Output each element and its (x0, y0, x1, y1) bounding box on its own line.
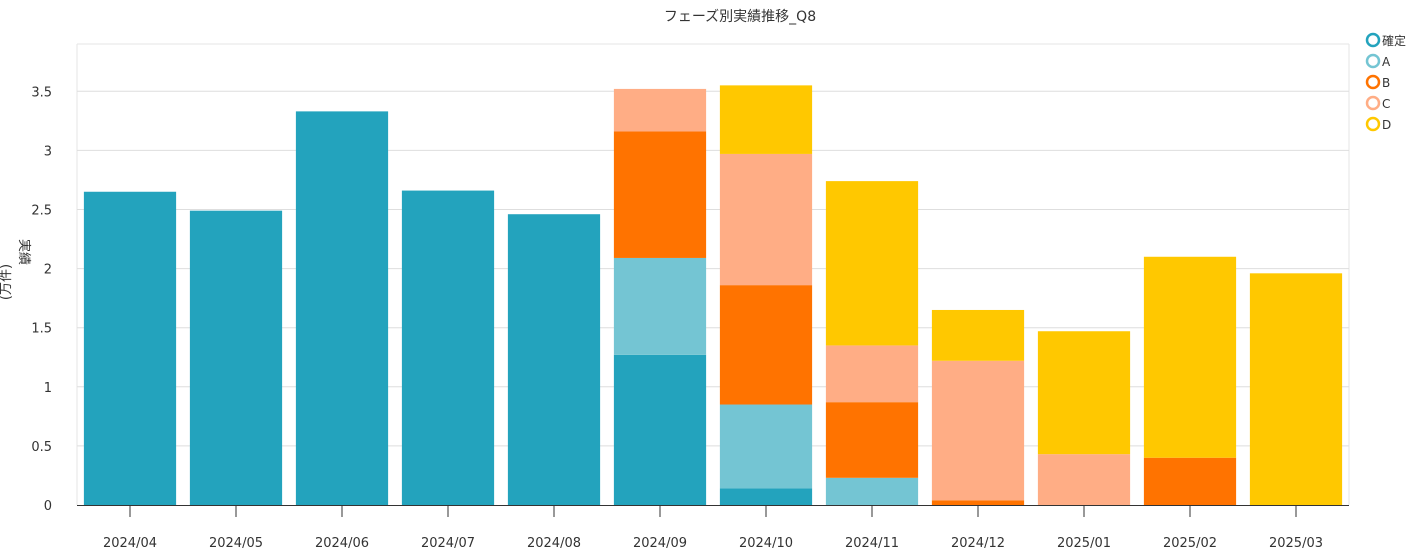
x-tick-label: 2025/03 (1269, 536, 1323, 551)
y-tick-label: 0.5 (31, 440, 52, 455)
x-tick-label: 2024/10 (739, 536, 793, 551)
legend-marker[interactable] (1365, 74, 1381, 90)
legend-item[interactable]: A (1365, 53, 1391, 69)
legend-marker[interactable] (1365, 116, 1381, 132)
bar-segment[interactable] (1143, 457, 1237, 505)
y-tick-label: 2.5 (31, 203, 52, 218)
x-tick-label: 2024/04 (103, 536, 157, 551)
legend-item[interactable]: C (1365, 95, 1390, 111)
bar-segment[interactable] (825, 181, 919, 346)
bar-segment[interactable] (825, 477, 919, 505)
gridlines (76, 43, 1350, 505)
x-axis: 2024/04 2024/05 2024/06 2024/07 2024/08 2024/… (77, 505, 1349, 551)
y-tick-label: 1 (44, 381, 52, 396)
bar-segment[interactable] (1037, 454, 1131, 505)
bar-segment[interactable] (401, 190, 495, 506)
legend-label[interactable]: D (1382, 118, 1391, 132)
y-tick-label: 3.5 (31, 85, 52, 100)
bar-segment[interactable] (1037, 331, 1131, 455)
x-tick-label: 2024/07 (421, 536, 475, 551)
bar-segment[interactable] (83, 191, 177, 505)
bar-segment[interactable] (931, 309, 1025, 361)
bar-segment[interactable] (719, 285, 813, 405)
legend-marker[interactable] (1365, 95, 1381, 111)
bar-segment[interactable] (931, 500, 1025, 505)
legend-item[interactable]: 確定 (1365, 32, 1406, 48)
legend-marker[interactable] (1365, 32, 1381, 48)
legend-item[interactable]: D (1365, 116, 1391, 132)
chart-title: フェーズ別実績推移_Q8 (664, 9, 816, 25)
legend-item[interactable]: B (1365, 74, 1390, 90)
bar-segment[interactable] (1143, 256, 1237, 458)
x-tick-label: 2025/01 (1057, 536, 1111, 551)
bar-segment[interactable] (613, 257, 707, 355)
x-tick-label: 2024/09 (633, 536, 687, 551)
y-tick-label: 0 (44, 499, 52, 514)
bar-segment[interactable] (613, 131, 707, 258)
bar-segment[interactable] (719, 153, 813, 286)
bar-segment[interactable] (613, 88, 707, 132)
y-tick-label: 3 (44, 144, 52, 159)
x-tick-label: 2024/11 (845, 536, 899, 551)
y-axis-unit-label: (万件) (0, 264, 14, 300)
bar-segment[interactable] (1249, 273, 1343, 505)
legend-label[interactable]: C (1382, 97, 1390, 111)
bars (83, 85, 1343, 506)
y-axis-label: 実績 (16, 239, 32, 265)
bar-segment[interactable] (189, 210, 283, 505)
x-tick-label: 2024/06 (315, 536, 369, 551)
y-axis-ticks: 0 0.5 1 1.5 2 2.5 3 3.5 (31, 85, 52, 514)
legend-label[interactable]: B (1382, 76, 1390, 90)
bar-segment[interactable] (825, 345, 919, 403)
x-tick-label: 2024/05 (209, 536, 263, 551)
bar-segment[interactable] (719, 488, 813, 505)
bar-segment[interactable] (931, 360, 1025, 501)
y-tick-label: 2 (44, 263, 52, 278)
bar-segment[interactable] (719, 85, 813, 154)
x-tick-label: 2025/02 (1163, 536, 1217, 551)
bar-segment[interactable] (825, 402, 919, 478)
bar-segment[interactable] (719, 404, 813, 489)
y-tick-label: 1.5 (31, 322, 52, 337)
x-tick-label: 2024/08 (527, 536, 581, 551)
bar-segment[interactable] (295, 111, 389, 505)
bar-segment[interactable] (613, 354, 707, 505)
bar-segment[interactable] (507, 214, 601, 505)
x-tick-label: 2024/12 (951, 536, 1005, 551)
legend-marker[interactable] (1365, 53, 1381, 69)
legend-label[interactable]: 確定 (1382, 33, 1406, 48)
legend-label[interactable]: A (1382, 55, 1391, 69)
y-axis-label-group: 実績 (万件) (0, 239, 32, 300)
